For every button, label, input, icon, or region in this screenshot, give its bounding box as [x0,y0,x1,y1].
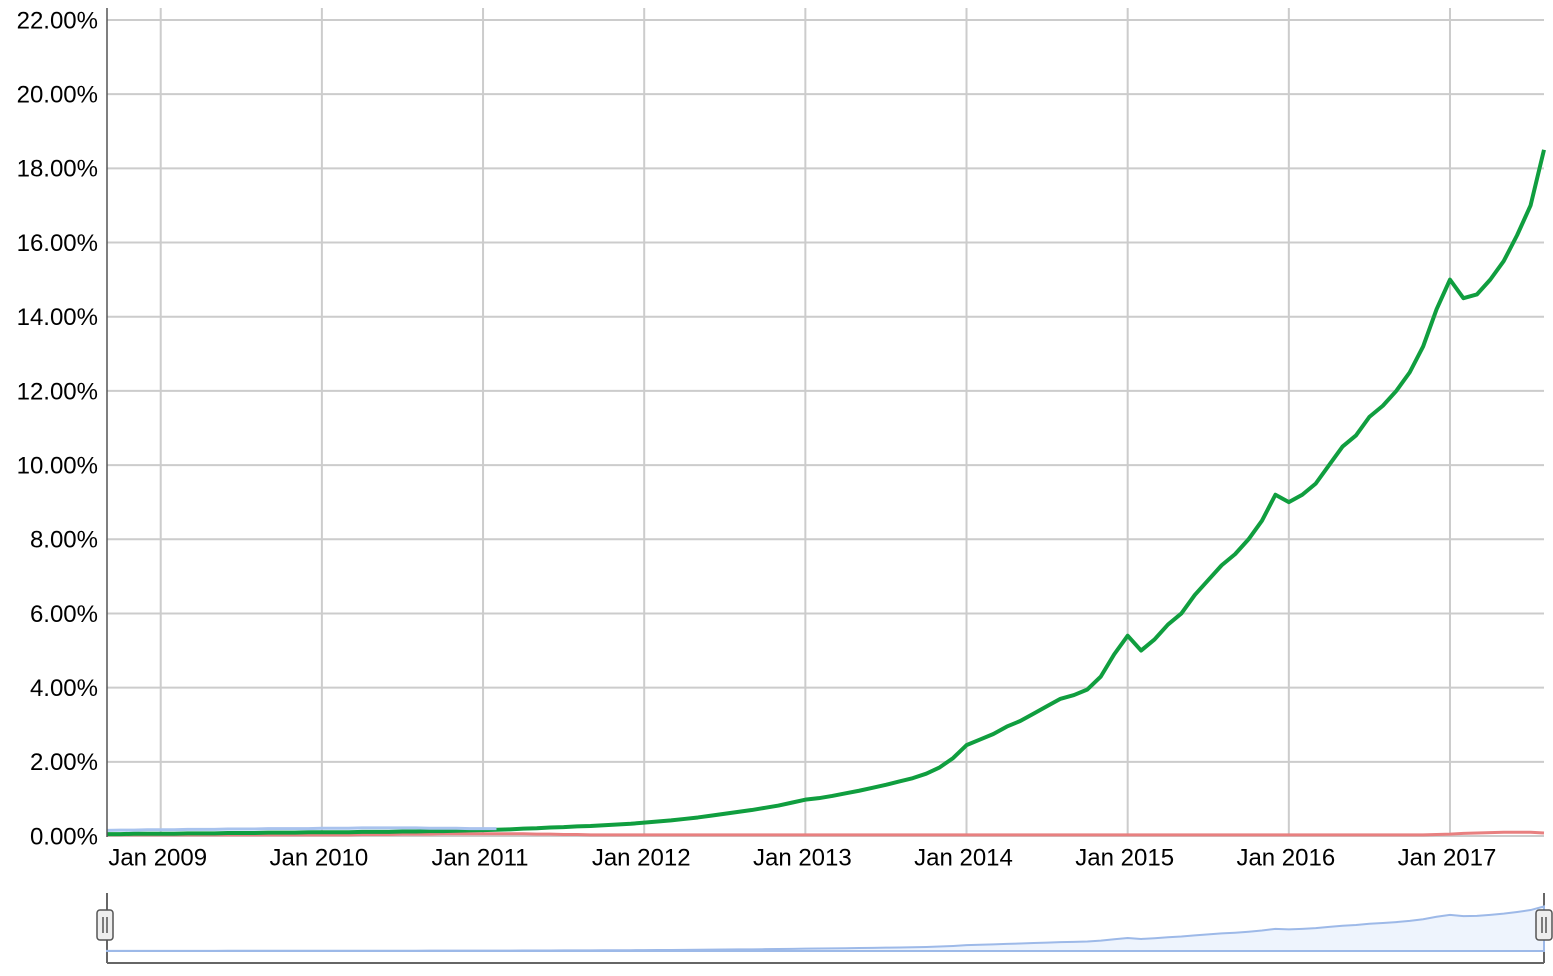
y-tick-label: 12.00% [17,378,98,405]
grid [107,8,1544,837]
x-tick-label: Jan 2014 [914,844,1013,871]
navigator-area [106,905,1545,952]
x-tick-label: Jan 2015 [1075,844,1174,871]
navigator-handle-right[interactable] [1535,909,1553,941]
y-tick-label: 10.00% [17,452,98,479]
y-tick-label: 18.00% [17,156,98,183]
y-tick-label: 0.00% [30,823,98,850]
y-tick-label: 4.00% [30,675,98,702]
navigator-handle-left[interactable] [96,909,114,941]
y-tick-label: 16.00% [17,230,98,257]
y-tick-label: 22.00% [17,7,98,34]
range-navigator [106,893,1545,964]
y-tick-label: 20.00% [17,82,98,109]
tick-labels: 0.00% 2.00% 4.00% 6.00% 8.00% 10.00% 12.00% 14.… [17,7,1497,871]
series-line [107,149,1546,837]
series-line [107,830,1545,837]
x-tick-label: Jan 2010 [269,844,368,871]
handle[interactable] [96,909,114,941]
x-tick-label: Jan 2009 [108,844,207,871]
y-tick-label: 6.00% [30,601,98,628]
y-tick-label: 8.00% [30,527,98,554]
x-tick-label: Jan 2017 [1398,844,1497,871]
y-tick-label: 2.00% [30,749,98,776]
handle[interactable] [1535,909,1553,941]
x-tick-label: Jan 2013 [753,844,852,871]
series-line [106,826,497,832]
plot-area [106,149,1546,837]
x-tick-label: Jan 2012 [592,844,691,871]
x-tick-label: Jan 2016 [1236,844,1335,871]
y-tick-label: 14.00% [17,304,98,331]
x-tick-label: Jan 2011 [432,844,529,871]
